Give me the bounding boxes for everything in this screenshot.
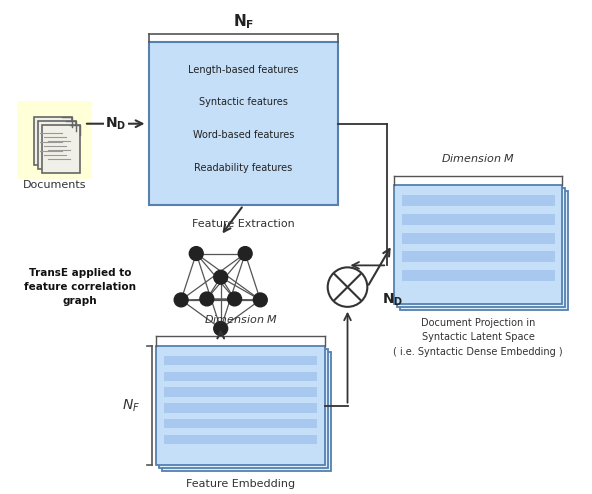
Text: Documents: Documents (22, 180, 86, 191)
FancyBboxPatch shape (164, 371, 317, 381)
FancyBboxPatch shape (402, 270, 555, 281)
FancyBboxPatch shape (34, 117, 72, 165)
Circle shape (214, 270, 228, 284)
Circle shape (238, 247, 252, 260)
Text: Readability features: Readability features (194, 163, 292, 172)
Text: Feature Extraction: Feature Extraction (192, 219, 295, 229)
Circle shape (189, 247, 203, 260)
Circle shape (200, 292, 214, 306)
FancyBboxPatch shape (164, 387, 317, 397)
FancyBboxPatch shape (164, 356, 317, 365)
FancyBboxPatch shape (162, 352, 331, 471)
FancyBboxPatch shape (149, 42, 337, 205)
FancyBboxPatch shape (402, 251, 555, 262)
Text: $\mathbf{N_F}$: $\mathbf{N_F}$ (233, 13, 254, 32)
Text: Syntactic features: Syntactic features (199, 97, 288, 108)
FancyBboxPatch shape (164, 435, 317, 444)
Text: $\mathbf{N_D}$: $\mathbf{N_D}$ (382, 292, 403, 308)
Text: TransE applied to
feature correlation
graph: TransE applied to feature correlation gr… (24, 268, 136, 306)
Text: Document Projection in
Syntactic Latent Space
( i.e. Syntactic Dense Embedding ): Document Projection in Syntactic Latent … (394, 318, 563, 357)
FancyBboxPatch shape (402, 195, 555, 206)
Text: $N_F$: $N_F$ (121, 397, 140, 414)
Text: $\mathbf{N_D}$: $\mathbf{N_D}$ (105, 116, 126, 132)
Text: Length-based features: Length-based features (188, 65, 299, 75)
FancyBboxPatch shape (397, 188, 565, 307)
Circle shape (328, 267, 367, 307)
FancyBboxPatch shape (38, 121, 76, 168)
Text: Word-based features: Word-based features (193, 130, 294, 140)
Circle shape (228, 292, 242, 306)
FancyBboxPatch shape (164, 419, 317, 428)
Text: Dimension $M$: Dimension $M$ (204, 313, 278, 325)
FancyBboxPatch shape (156, 346, 325, 465)
Circle shape (174, 293, 188, 307)
Text: Dimension $M$: Dimension $M$ (441, 152, 515, 164)
FancyBboxPatch shape (164, 403, 317, 412)
Circle shape (214, 322, 228, 335)
FancyBboxPatch shape (43, 125, 80, 172)
Circle shape (253, 293, 267, 307)
FancyBboxPatch shape (400, 191, 568, 310)
FancyBboxPatch shape (159, 349, 328, 468)
FancyBboxPatch shape (402, 233, 555, 244)
Text: Feature Embedding: Feature Embedding (186, 479, 295, 489)
FancyBboxPatch shape (394, 185, 562, 304)
FancyBboxPatch shape (402, 214, 555, 225)
FancyBboxPatch shape (17, 101, 92, 178)
